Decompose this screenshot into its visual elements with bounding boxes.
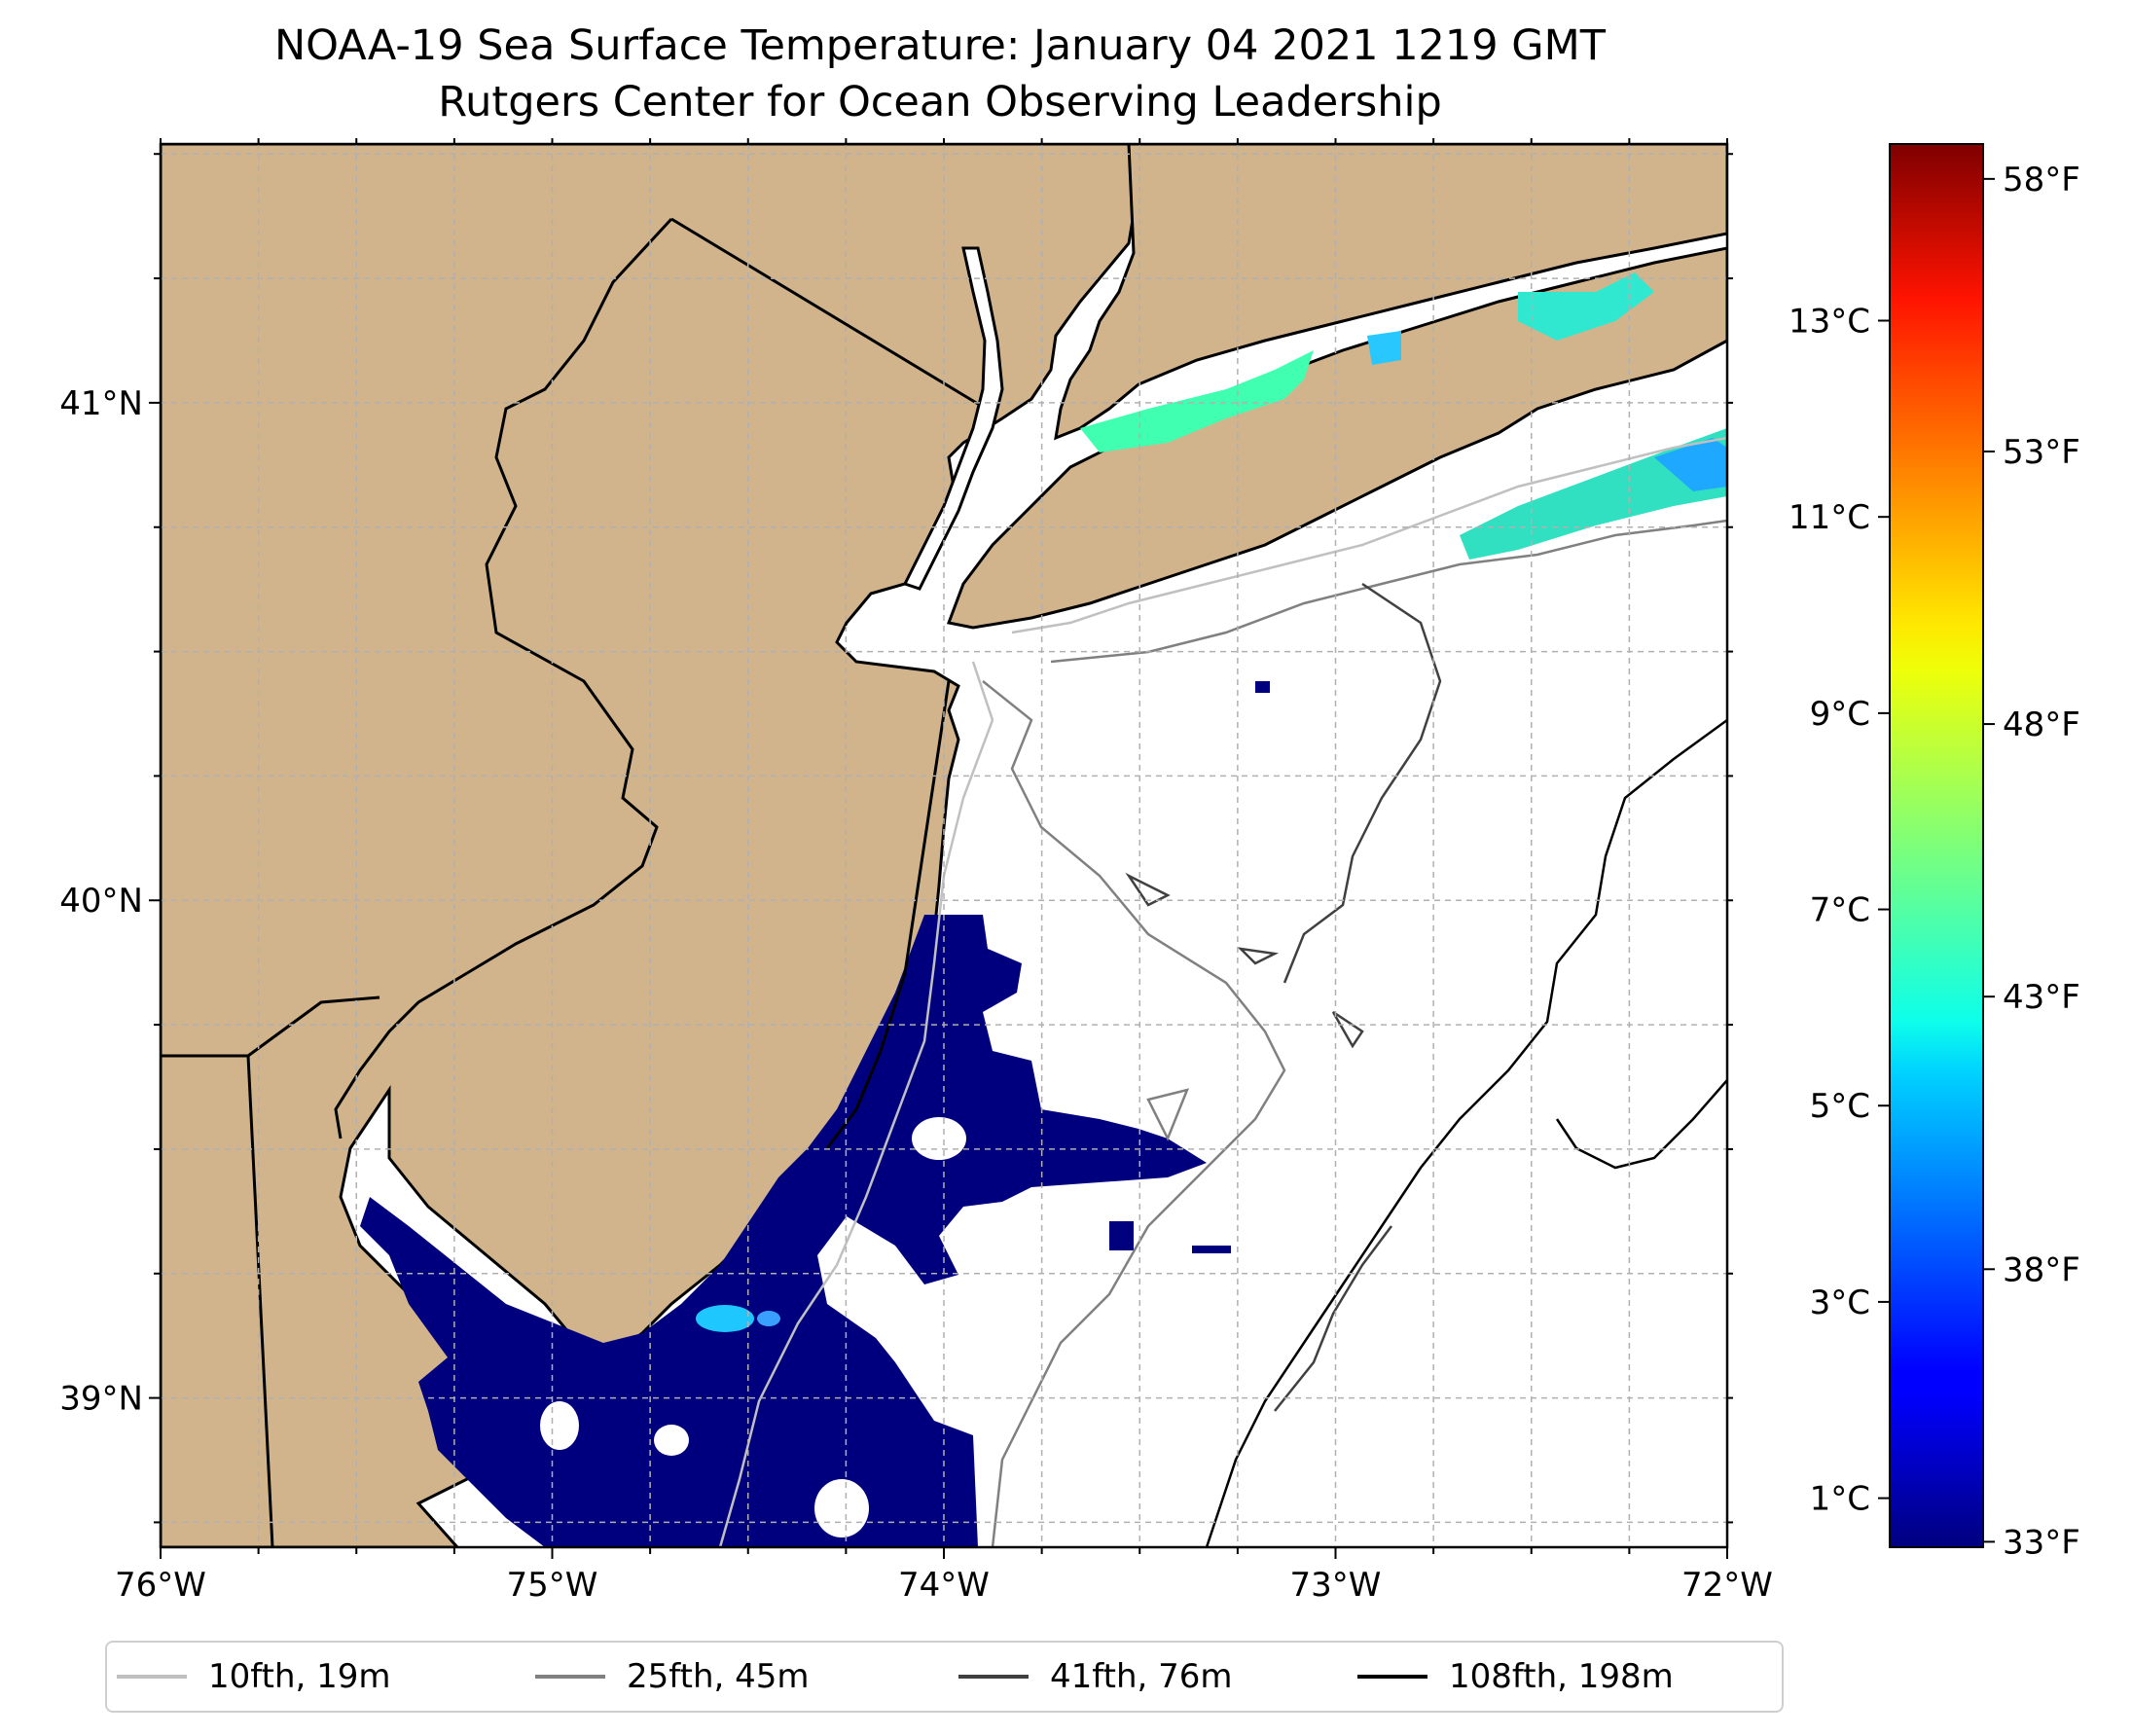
bathymetry-25fth: [982, 519, 1727, 1547]
legend-label-41fth: 41fth, 76m: [1050, 1657, 1233, 1696]
fahrenheit-tick-label: 48°F: [2003, 705, 2080, 744]
axis-ticks: 76°W 75°W 74°W 73°W 72°W 39°N 40°N 41°N: [59, 138, 1773, 1605]
celsius-tick-label: 1°C: [1810, 1480, 1870, 1519]
land-connecticut: [1054, 144, 1727, 441]
sst-mild-water: [1080, 272, 1727, 560]
legend-item-41fth: 41fth, 76m: [958, 1643, 1233, 1711]
bathymetry-108fth: [1205, 718, 1727, 1547]
map-panel: [161, 144, 1727, 1547]
lon-tick-label: 74°W: [898, 1566, 990, 1605]
bathymetry-10fth: [718, 436, 1727, 1547]
lon-tick-label: 73°W: [1290, 1566, 1382, 1605]
lat-tick-label: 39°N: [59, 1380, 143, 1419]
celsius-tick-label: 5°C: [1810, 1087, 1870, 1126]
lon-tick-label: 76°W: [115, 1566, 206, 1605]
celsius-tick-label: 3°C: [1810, 1284, 1870, 1322]
lon-tick-label: 72°W: [1681, 1566, 1773, 1605]
legend-item-10fth: 10fth, 19m: [117, 1643, 391, 1711]
land-long-island: [946, 246, 1727, 630]
lat-tick-label: 41°N: [59, 384, 143, 423]
legend: 10fth, 19m 25fth, 45m 41fth, 76m 108fth,…: [105, 1641, 1784, 1713]
legend-swatch-108fth: [1357, 1675, 1427, 1679]
colorbar-gradient: [1889, 143, 1984, 1548]
legend-item-25fth: 25fth, 45m: [535, 1643, 810, 1711]
legend-label-10fth: 10fth, 19m: [208, 1657, 391, 1696]
chart-title: NOAA-19 Sea Surface Temperature: January…: [274, 21, 1606, 70]
lat-tick-label: 40°N: [59, 882, 143, 921]
fahrenheit-tick-label: 53°F: [2003, 433, 2080, 472]
hudson-river: [902, 246, 1004, 591]
state-border-de-pa: [247, 995, 380, 1058]
chart-subtitle: Rutgers Center for Ocean Observing Leade…: [438, 78, 1442, 127]
lon-tick-label: 75°W: [507, 1566, 598, 1605]
barrier-islands: [825, 680, 951, 1149]
celsius-tick-label: 9°C: [1810, 695, 1870, 734]
celsius-tick-label: 13°C: [1789, 303, 1870, 342]
celsius-tick-label: 11°C: [1789, 498, 1870, 537]
fahrenheit-tick-label: 43°F: [2003, 978, 2080, 1017]
sst-cool-water: [696, 1305, 780, 1332]
fahrenheit-tick-label: 38°F: [2003, 1250, 2080, 1289]
legend-label-108fth: 108fth, 198m: [1449, 1657, 1674, 1696]
legend-label-25fth: 25fth, 45m: [627, 1657, 810, 1696]
legend-swatch-41fth: [958, 1675, 1029, 1679]
gridlines: [161, 144, 1727, 1547]
legend-item-108fth: 108fth, 198m: [1357, 1643, 1674, 1711]
state-border-pa-nj: [334, 217, 673, 1139]
fahrenheit-tick-label: 58°F: [2003, 161, 2080, 199]
celsius-tick-label: 7°C: [1810, 891, 1870, 930]
colorbar-ticks: 1°C 3°C 5°C 7°C 9°C 11°C 13°C 33°F 38°F 43°F 48°F 5…: [1789, 161, 2080, 1563]
fahrenheit-tick-label: 33°F: [2003, 1523, 2080, 1562]
legend-swatch-25fth: [535, 1675, 605, 1679]
legend-swatch-10fth: [117, 1675, 187, 1679]
sst-cold-water: [360, 681, 1270, 1547]
state-border-ny-nj: [670, 217, 979, 406]
